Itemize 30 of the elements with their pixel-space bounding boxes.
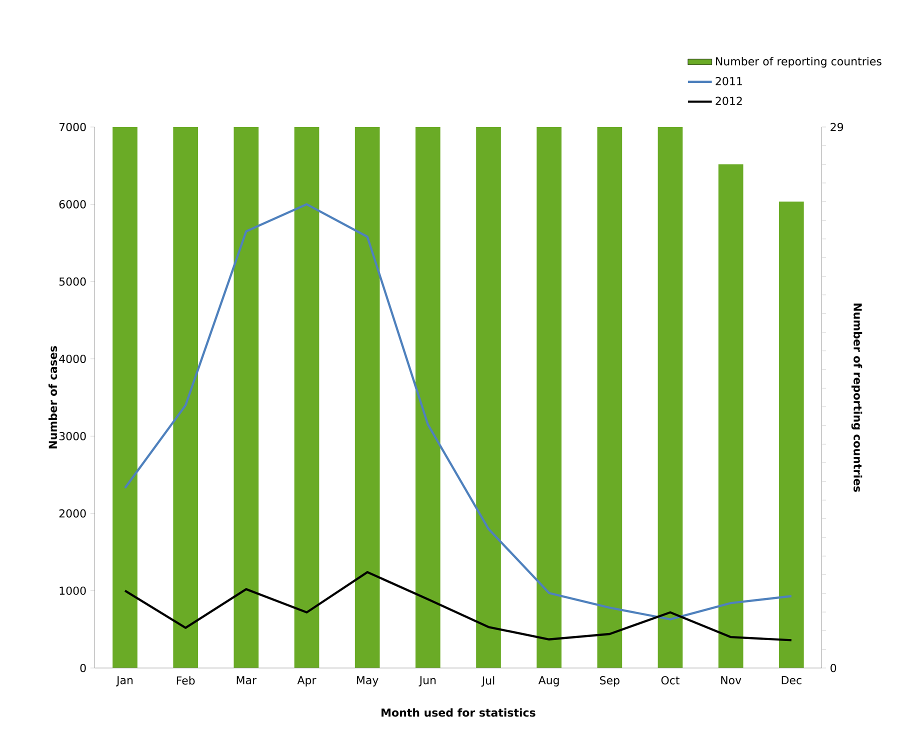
x-tick-label: Jan [116,676,133,686]
y-tick-label: 4000 [59,354,86,364]
y-axis-title: Number of cases [48,346,58,448]
legend-label: Number of reporting countries [716,56,882,68]
x-tick-label: Sep [600,676,620,687]
y2-tick-label: 29 [830,122,844,132]
y-tick-label: 2000 [59,509,86,518]
y2-axis-title: Number of reporting countries [851,304,862,492]
y-tick-label: 6000 [59,200,86,208]
legend-label: 2011 [716,76,742,86]
x-tick-label: Dec [782,676,802,684]
legend-label: 2012 [716,96,742,106]
x-tick-label: Nov [721,676,742,684]
line-series [124,203,793,620]
x-tick-label: Feb [176,676,195,685]
y-tick-label: 7000 [59,122,86,132]
x-axis-title: Month used for statistics [382,708,536,717]
y2-tick-label: 0 [830,664,836,672]
y-tick-label: 0 [80,664,86,672]
x-tick-label: Aug [538,676,559,686]
x-tick-label: Apr [297,676,316,686]
x-tick-label: Jun [418,676,436,686]
line-series [124,571,793,642]
x-tick-label: Mar [236,676,257,684]
x-tick-label: Oct [661,676,680,684]
x-tick-label: May [357,676,378,686]
y-tick-label: 1000 [60,586,86,595]
x-tick-label: Jul [481,676,494,687]
y-tick-label: 5000 [59,277,86,286]
y-tick-label: 3000 [59,432,86,440]
